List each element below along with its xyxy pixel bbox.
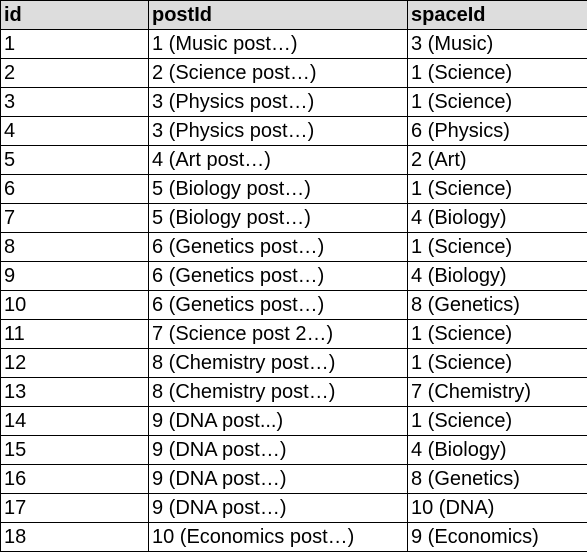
cell-postid: 10 (Economics post…): [148, 522, 408, 552]
cell-spaceid: 4 (Biology): [407, 261, 587, 291]
cell-postid: 6 (Genetics post…): [148, 232, 408, 262]
cell-id: 9: [0, 261, 149, 291]
cell-id: 14: [0, 406, 149, 436]
cell-spaceid: 1 (Science): [407, 319, 587, 349]
cell-spaceid: 1 (Science): [407, 406, 587, 436]
table-row: 8 6 (Genetics post…) 1 (Science): [0, 232, 587, 262]
cell-id: 5: [0, 145, 149, 175]
cell-id: 16: [0, 464, 149, 494]
cell-id: 12: [0, 348, 149, 378]
cell-postid: 4 (Art post…): [148, 145, 408, 175]
table-row: 7 5 (Biology post…) 4 (Biology): [0, 203, 587, 233]
table-row: 18 10 (Economics post…) 9 (Economics): [0, 522, 587, 552]
cell-id: 11: [0, 319, 149, 349]
cell-id: 4: [0, 116, 149, 146]
cell-spaceid: 9 (Economics): [407, 522, 587, 552]
table-row: 12 8 (Chemistry post…) 1 (Science): [0, 348, 587, 378]
table-row: 15 9 (DNA post…) 4 (Biology): [0, 435, 587, 465]
cell-spaceid: 8 (Genetics): [407, 464, 587, 494]
cell-id: 17: [0, 493, 149, 523]
table-row: 9 6 (Genetics post…) 4 (Biology): [0, 261, 587, 291]
table-row: 3 3 (Physics post…) 1 (Science): [0, 87, 587, 117]
table-row: 2 2 (Science post…) 1 (Science): [0, 58, 587, 88]
header-row: id postId spaceId: [0, 0, 587, 30]
cell-postid: 5 (Biology post…): [148, 203, 408, 233]
cell-spaceid: 8 (Genetics): [407, 290, 587, 320]
cell-id: 6: [0, 174, 149, 204]
cell-postid: 2 (Science post…): [148, 58, 408, 88]
cell-id: 13: [0, 377, 149, 407]
table-row: 1 1 (Music post…) 3 (Music): [0, 29, 587, 59]
table-row: 13 8 (Chemistry post…) 7 (Chemistry): [0, 377, 587, 407]
cell-postid: 6 (Genetics post…): [148, 261, 408, 291]
column-header-id: id: [0, 0, 149, 30]
table-row: 16 9 (DNA post…) 8 (Genetics): [0, 464, 587, 494]
cell-spaceid: 3 (Music): [407, 29, 587, 59]
cell-spaceid: 2 (Art): [407, 145, 587, 175]
cell-postid: 5 (Biology post…): [148, 174, 408, 204]
cell-id: 8: [0, 232, 149, 262]
cell-postid: 9 (DNA post…): [148, 464, 408, 494]
table-row: 17 9 (DNA post…) 10 (DNA): [0, 493, 587, 523]
cell-postid: 8 (Chemistry post…): [148, 377, 408, 407]
cell-postid: 8 (Chemistry post…): [148, 348, 408, 378]
table-row: 5 4 (Art post…) 2 (Art): [0, 145, 587, 175]
cell-id: 2: [0, 58, 149, 88]
cell-postid: 9 (DNA post…): [148, 435, 408, 465]
cell-spaceid: 1 (Science): [407, 348, 587, 378]
cell-id: 7: [0, 203, 149, 233]
cell-id: 18: [0, 522, 149, 552]
cell-postid: 9 (DNA post...): [148, 406, 408, 436]
cell-id: 1: [0, 29, 149, 59]
table-row: 14 9 (DNA post...) 1 (Science): [0, 406, 587, 436]
cell-id: 3: [0, 87, 149, 117]
table-row: 10 6 (Genetics post…) 8 (Genetics): [0, 290, 587, 320]
table-row: 4 3 (Physics post…) 6 (Physics): [0, 116, 587, 146]
cell-spaceid: 7 (Chemistry): [407, 377, 587, 407]
cell-postid: 3 (Physics post…): [148, 87, 408, 117]
cell-id: 10: [0, 290, 149, 320]
column-header-postid: postId: [148, 0, 408, 30]
table-row: 11 7 (Science post 2…) 1 (Science): [0, 319, 587, 349]
cell-spaceid: 10 (DNA): [407, 493, 587, 523]
cell-spaceid: 6 (Physics): [407, 116, 587, 146]
cell-postid: 1 (Music post…): [148, 29, 408, 59]
cell-id: 15: [0, 435, 149, 465]
table-row: 6 5 (Biology post…) 1 (Science): [0, 174, 587, 204]
cell-spaceid: 1 (Science): [407, 87, 587, 117]
cell-spaceid: 1 (Science): [407, 232, 587, 262]
cell-postid: 9 (DNA post…): [148, 493, 408, 523]
cell-spaceid: 4 (Biology): [407, 203, 587, 233]
column-header-spaceid: spaceId: [407, 0, 587, 30]
cell-postid: 7 (Science post 2…): [148, 319, 408, 349]
cell-spaceid: 1 (Science): [407, 174, 587, 204]
cell-spaceid: 4 (Biology): [407, 435, 587, 465]
cell-postid: 6 (Genetics post…): [148, 290, 408, 320]
cell-postid: 3 (Physics post…): [148, 116, 408, 146]
cell-spaceid: 1 (Science): [407, 58, 587, 88]
